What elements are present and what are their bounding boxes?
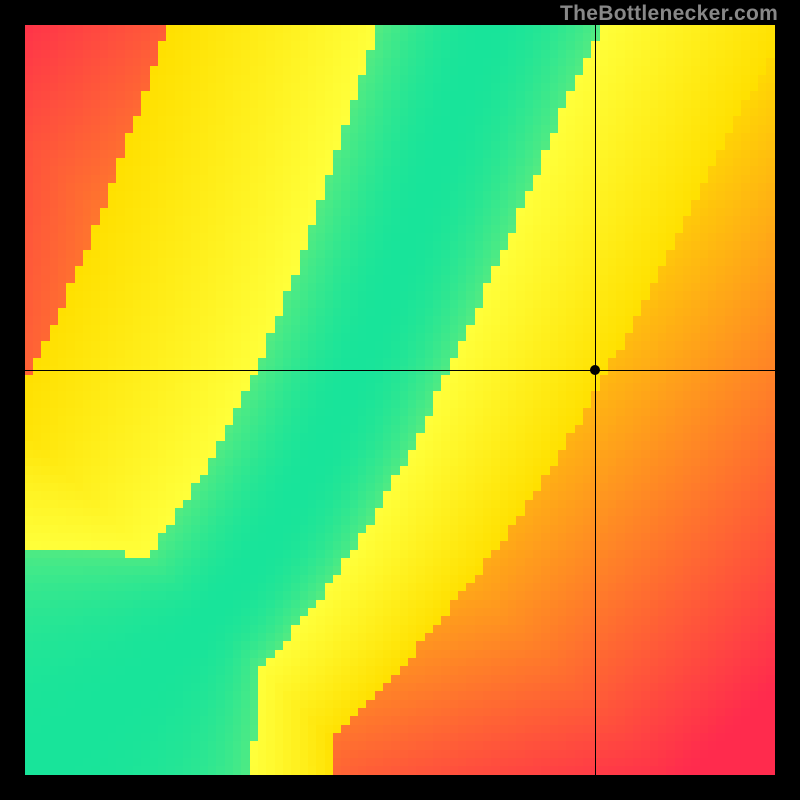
crosshair-vertical bbox=[595, 25, 596, 775]
selected-point-marker bbox=[590, 365, 600, 375]
bottleneck-heatmap bbox=[25, 25, 775, 775]
crosshair-horizontal bbox=[25, 370, 775, 371]
watermark-label: TheBottlenecker.com bbox=[560, 2, 778, 26]
